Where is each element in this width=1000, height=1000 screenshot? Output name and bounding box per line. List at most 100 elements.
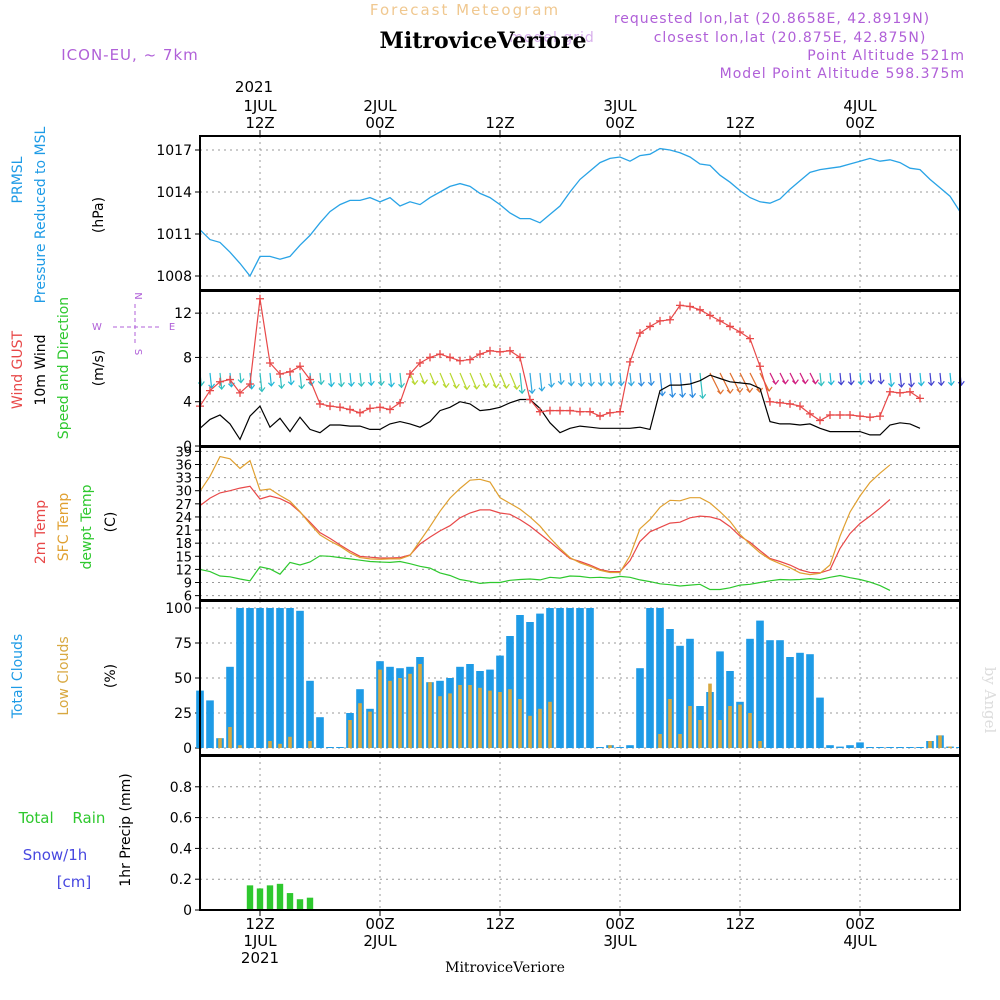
wind-arrow-head: [736, 388, 744, 394]
total-cloud-bar: [786, 657, 794, 748]
wind-direction-arrow: [629, 372, 632, 386]
y-tick-label: 50: [174, 671, 192, 687]
wind-arrow-head: [717, 389, 724, 395]
wind-arrow-head: [518, 388, 526, 395]
wind-direction-arrow: [809, 372, 816, 384]
gust-point-marker: [876, 412, 884, 421]
total-cloud-bar: [626, 745, 634, 748]
wind-arrow-head: [267, 381, 275, 387]
p3-label-2m: 2m Temp: [33, 500, 49, 564]
low-cloud-bar: [428, 682, 432, 748]
p2-label-wind: 10m Wind: [33, 334, 49, 405]
y-tick-label: 30: [175, 485, 192, 500]
gust-point-marker: [436, 350, 444, 359]
wind-arrow-head: [817, 381, 825, 387]
wind-arrow-head: [473, 384, 481, 390]
wind-arrow-head: [765, 386, 773, 392]
bottom-time-label: 2JUL: [363, 932, 397, 950]
total-cloud-bar: [656, 608, 664, 748]
gust-point-marker: [846, 411, 854, 419]
total-cloud-bar: [666, 629, 674, 748]
wind-direction-arrow: [879, 372, 882, 384]
low-cloud-bar: [218, 738, 222, 748]
low-cloud-bar: [608, 745, 612, 748]
total-cloud-bar: [256, 608, 264, 748]
top-time-label: 12Z: [725, 114, 754, 132]
wind-arrow-head: [637, 381, 645, 387]
gust-point-marker: [546, 406, 554, 415]
y-tick-label: 12: [175, 563, 192, 578]
wind-arrow-head: [669, 392, 677, 398]
total-cloud-bar: [896, 747, 904, 748]
y-tick-label: 9: [184, 577, 192, 592]
low-cloud-bar: [468, 685, 472, 748]
wind-arrow-head: [597, 381, 605, 387]
top-time-label: 1JUL: [243, 97, 277, 115]
wind-arrow-head: [287, 380, 295, 386]
wind-direction-arrow: [459, 372, 468, 390]
wind-arrow-head: [811, 379, 819, 385]
wind-direction-arrow: [799, 372, 806, 384]
low-cloud-bar: [368, 711, 372, 748]
wind-direction-arrow: [899, 372, 903, 388]
p4-label-total: Total Clouds: [10, 634, 26, 719]
low-cloud-bar: [238, 745, 242, 748]
bottom-time-label: 4JUL: [843, 932, 877, 950]
total-cloud-bar: [856, 742, 864, 748]
p2-label-gust: Wind GUST: [10, 330, 26, 409]
wind-direction-arrow: [259, 372, 263, 392]
p5-label-cm: [cm]: [57, 873, 92, 891]
bottom-time-label: 1JUL: [243, 932, 277, 950]
wind-direction-arrow: [839, 372, 842, 385]
total-cloud-bar: [956, 747, 960, 748]
wind-direction-arrow: [389, 372, 393, 387]
wind-direction-arrow: [869, 372, 872, 384]
requested-coords: requested lon,lat (20.8658E, 42.8919N): [614, 11, 930, 27]
y-tick-label: 0.8: [170, 780, 192, 796]
y-tick-label: 8: [183, 350, 192, 366]
wind-direction-arrow: [639, 372, 642, 386]
low-cloud-bar: [758, 741, 762, 748]
wind-direction-arrow: [209, 372, 213, 388]
total-cloud-bar: [846, 745, 854, 748]
wind-arrow-head: [218, 384, 226, 390]
wind-arrow-head: [772, 379, 780, 386]
p3-label-dewpt: dewpt Temp: [79, 484, 95, 569]
wind-arrow-head: [917, 381, 925, 387]
wind-arrow-head: [463, 384, 471, 391]
wind-direction-arrow: [479, 372, 487, 388]
total-cloud-bar: [766, 640, 774, 748]
wind-arrow-head: [947, 380, 955, 387]
top-time-label: 12Z: [485, 114, 514, 132]
y-tick-label: 0.2: [170, 872, 192, 888]
top-time-label: 4JUL: [843, 97, 877, 115]
bottom-time-label: 00Z: [365, 915, 394, 933]
gust-point-marker: [496, 347, 504, 356]
top-time-label: 00Z: [605, 114, 634, 132]
top-year: 2021: [235, 78, 273, 96]
wind-direction-arrow: [429, 372, 436, 386]
wind-arrow-head: [607, 381, 615, 387]
wind-direction-arrow: [319, 372, 322, 385]
gust-point-marker: [766, 397, 774, 406]
wind-direction-arrow: [539, 372, 543, 391]
bottom-time-label: 12Z: [725, 915, 754, 933]
gust-point-marker: [456, 356, 464, 365]
low-cloud-bar: [938, 735, 942, 748]
wind-direction-arrow: [599, 372, 602, 386]
low-cloud-bar: [268, 741, 272, 748]
wind-arrow-head: [347, 381, 355, 388]
gust-point-marker: [776, 398, 784, 407]
wind-arrow-head: [791, 379, 799, 385]
wind-arrow-head: [328, 382, 335, 388]
wind-arrow-head: [781, 379, 789, 385]
wind-arrow-head: [298, 384, 306, 390]
precip-bar: [306, 897, 314, 910]
gust-point-marker: [566, 406, 574, 415]
low-cloud-bar: [358, 703, 362, 748]
wind-arrow-head: [627, 381, 635, 387]
gust-point-marker: [716, 316, 724, 325]
p3-label-unit: (C): [103, 512, 119, 533]
wind-direction-arrow: [919, 372, 922, 386]
low-cloud-bar: [438, 696, 442, 748]
